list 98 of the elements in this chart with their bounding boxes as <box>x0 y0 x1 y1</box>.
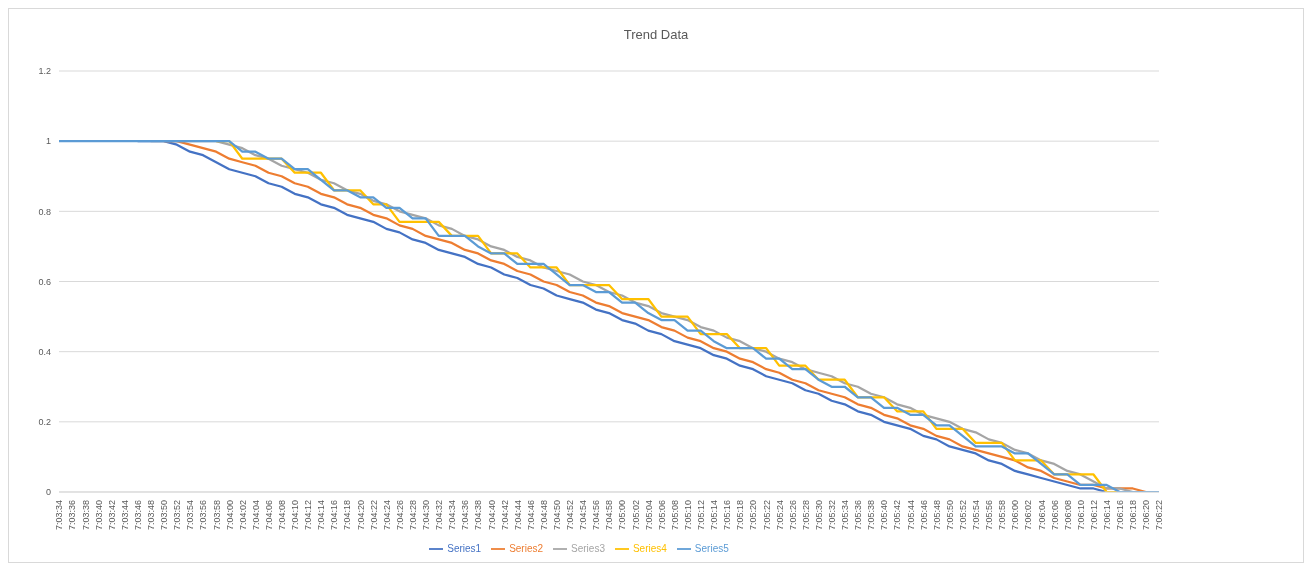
x-tick-label: 7:03:36 <box>67 500 78 531</box>
x-tick-label: 7:05:02 <box>630 500 641 531</box>
x-tick-label: 7:05:46 <box>918 500 929 531</box>
x-tick-label: 7:04:04 <box>250 500 261 531</box>
x-tick-label: 7:06:04 <box>1036 500 1047 531</box>
x-tick-label: 7:05:18 <box>735 500 746 531</box>
x-tick-label: 7:03:48 <box>146 500 157 531</box>
y-tick-label: 1 <box>45 136 51 147</box>
x-tick-label: 7:05:16 <box>722 500 733 531</box>
x-tick-label: 7:04:06 <box>263 500 274 531</box>
x-tick-label: 7:06:18 <box>1128 500 1139 531</box>
x-tick-label: 7:05:08 <box>669 500 680 531</box>
x-tick-label: 7:03:58 <box>211 500 222 531</box>
x-tick-label: 7:04:54 <box>578 500 589 531</box>
x-tick-label: 7:05:50 <box>944 500 955 531</box>
y-tick-label: 0.4 <box>38 346 51 357</box>
x-tick-label: 7:03:46 <box>132 500 143 531</box>
x-tick-label: 7:05:26 <box>787 500 798 531</box>
x-tick-label: 7:04:22 <box>368 500 379 531</box>
x-tick-label: 7:05:36 <box>853 500 864 531</box>
x-tick-label: 7:04:36 <box>460 500 471 531</box>
x-tick-label: 7:05:44 <box>905 500 916 531</box>
chart-title: Trend Data <box>622 26 690 44</box>
x-tick-label: 7:03:38 <box>80 500 91 531</box>
x-tick-label: 7:06:16 <box>1115 500 1126 531</box>
x-tick-label: 7:03:44 <box>119 500 130 531</box>
x-tick-label: 7:05:56 <box>984 500 995 531</box>
x-tick-label: 7:03:56 <box>198 500 209 531</box>
legend-label: Series5 <box>694 542 729 554</box>
x-tick-label: 7:05:22 <box>761 500 772 531</box>
x-tick-label: 7:05:32 <box>827 500 838 531</box>
x-tick-label: 7:04:24 <box>381 500 392 531</box>
x-tick-label: 7:04:46 <box>525 500 536 531</box>
x-tick-label: 7:04:08 <box>277 500 288 531</box>
x-tick-label: 7:05:14 <box>709 500 720 531</box>
x-tick-label: 7:05:24 <box>774 500 785 531</box>
x-tick-label: 7:04:42 <box>499 500 510 531</box>
x-tick-label: 7:05:30 <box>813 500 824 531</box>
x-tick-label: 7:04:28 <box>407 500 418 531</box>
y-tick-label: 0.6 <box>38 276 51 287</box>
x-tick-label: 7:06:06 <box>1049 500 1060 531</box>
x-tick-label: 7:04:40 <box>486 500 497 531</box>
x-tick-label: 7:04:02 <box>237 500 248 531</box>
x-tick-label: 7:04:12 <box>303 500 314 531</box>
x-tick-label: 7:04:30 <box>421 500 432 531</box>
legend-label: Series1 <box>447 542 482 554</box>
x-tick-label: 7:06:02 <box>1023 500 1034 531</box>
x-tick-label: 7:04:26 <box>394 500 405 531</box>
x-tick-label: 7:04:58 <box>604 500 615 531</box>
x-tick-label: 7:05:58 <box>997 500 1008 531</box>
x-tick-label: 7:04:44 <box>512 500 523 531</box>
x-tick-label: 7:04:34 <box>447 500 458 531</box>
x-tick-label: 7:03:42 <box>106 500 117 531</box>
x-tick-label: 7:06:08 <box>1062 500 1073 531</box>
x-tick-label: 7:04:32 <box>434 500 445 531</box>
x-tick-label: 7:05:40 <box>879 500 890 531</box>
x-tick-label: 7:04:00 <box>224 500 235 531</box>
x-tick-label: 7:05:10 <box>682 500 693 531</box>
x-tick-label: 7:05:20 <box>748 500 759 531</box>
x-tick-label: 7:04:16 <box>329 500 340 531</box>
x-tick-label: 7:04:50 <box>552 500 563 531</box>
legend-label: Series3 <box>571 542 605 554</box>
x-tick-label: 7:03:54 <box>185 500 196 531</box>
x-tick-label: 7:04:18 <box>342 500 353 531</box>
x-tick-label: 7:06:22 <box>1154 500 1165 531</box>
x-tick-label: 7:04:52 <box>565 500 576 531</box>
x-tick-label: 7:05:48 <box>931 500 942 531</box>
x-tick-label: 7:04:20 <box>355 500 366 531</box>
x-tick-label: 7:06:12 <box>1088 500 1099 531</box>
x-tick-label: 7:03:50 <box>159 500 170 531</box>
x-tick-label: 7:05:00 <box>617 500 628 531</box>
x-tick-label: 7:04:56 <box>591 500 602 531</box>
y-tick-label: 0 <box>45 487 51 498</box>
y-tick-label: 0.2 <box>38 417 51 428</box>
x-tick-label: 7:06:00 <box>1010 500 1021 531</box>
x-tick-label: 7:05:52 <box>957 500 968 531</box>
x-tick-label: 7:03:52 <box>172 500 183 531</box>
x-tick-label: 7:05:38 <box>866 500 877 531</box>
x-tick-label: 7:04:14 <box>316 500 327 531</box>
x-tick-label: 7:06:20 <box>1141 500 1152 531</box>
x-tick-label: 7:06:10 <box>1075 500 1086 531</box>
x-tick-label: 7:04:10 <box>290 500 301 531</box>
x-tick-label: 7:05:04 <box>643 500 654 531</box>
x-tick-label: 7:05:42 <box>892 500 903 531</box>
y-tick-label: 1.2 <box>38 66 51 77</box>
x-tick-label: 7:05:34 <box>840 500 851 531</box>
x-tick-label: 7:06:14 <box>1102 500 1113 531</box>
x-tick-label: 7:03:34 <box>54 500 65 531</box>
x-tick-label: 7:05:12 <box>696 500 707 531</box>
x-tick-label: 7:03:40 <box>93 500 104 531</box>
x-tick-label: 7:04:38 <box>473 500 484 531</box>
legend-label: Series2 <box>509 542 544 554</box>
x-tick-label: 7:05:06 <box>656 500 667 531</box>
y-tick-label: 0.8 <box>38 206 51 217</box>
x-tick-label: 7:04:48 <box>538 500 549 531</box>
x-tick-label: 7:05:28 <box>800 500 811 531</box>
x-tick-label: 7:05:54 <box>971 500 982 531</box>
legend-label: Series4 <box>632 542 667 554</box>
